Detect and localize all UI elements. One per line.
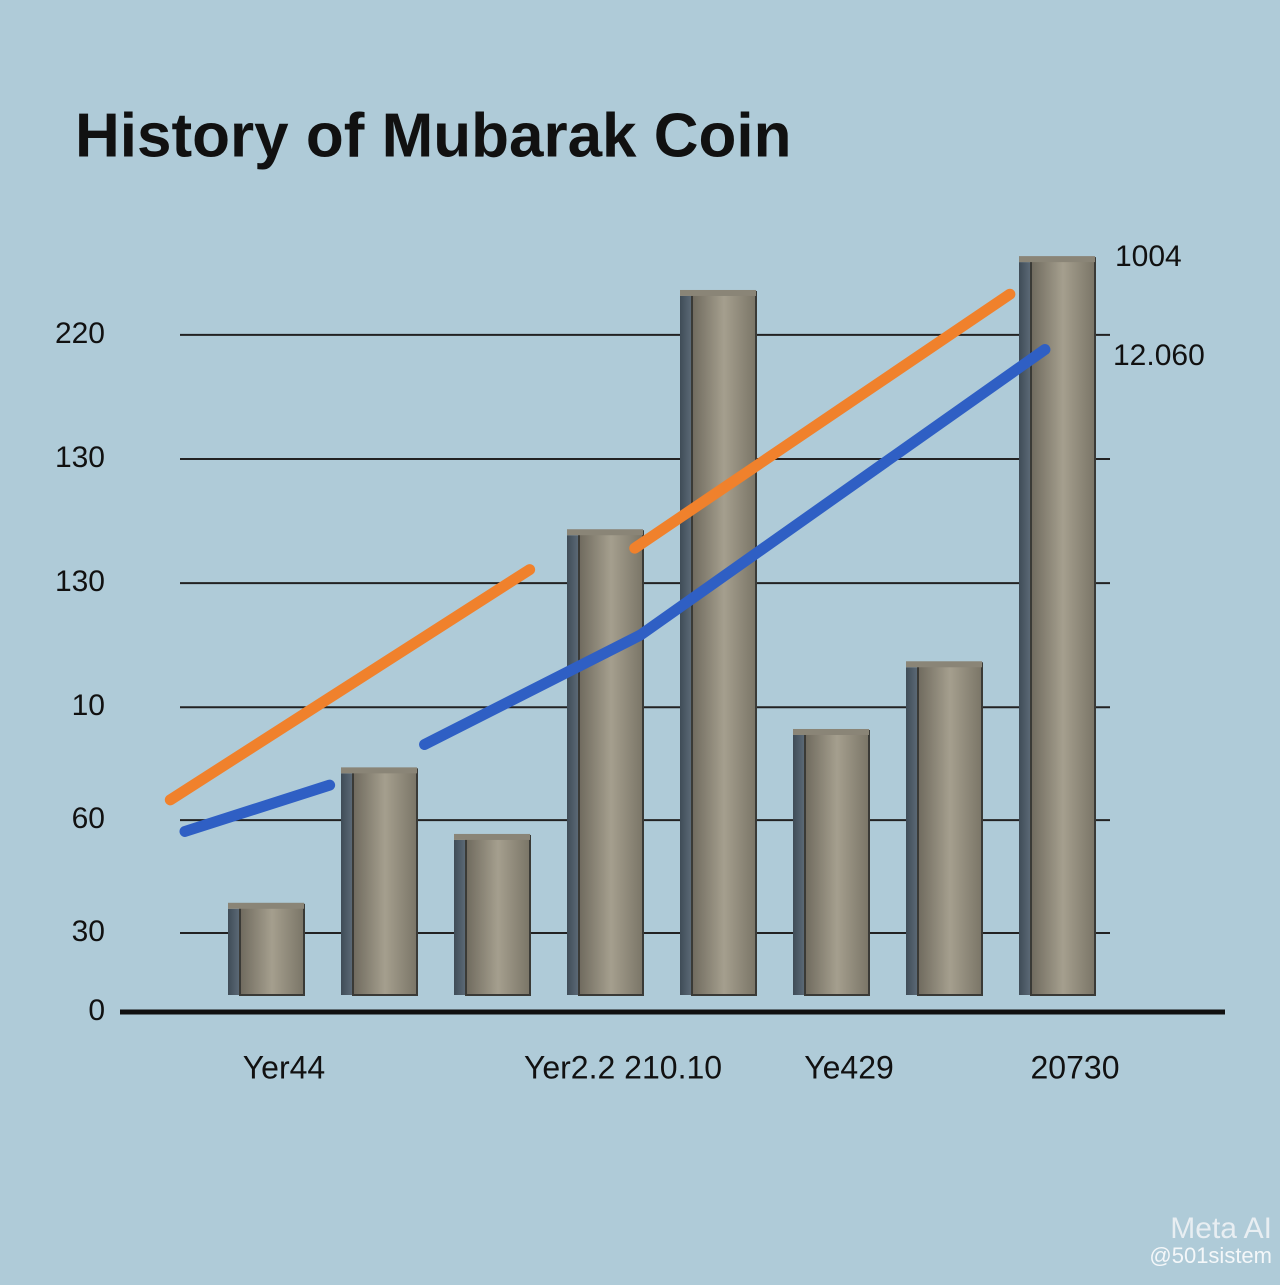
x-tick-label: Ye429 bbox=[804, 1049, 894, 1085]
bar-side bbox=[793, 734, 805, 995]
bar-group bbox=[906, 661, 983, 996]
bar-top bbox=[341, 767, 417, 774]
lines bbox=[164, 288, 1051, 837]
watermark: Meta AI bbox=[1170, 1212, 1272, 1245]
y-tick-label: 0 bbox=[88, 994, 105, 1027]
bar-group bbox=[567, 529, 644, 996]
credit: @501sistem bbox=[1149, 1243, 1272, 1268]
y-tick-label: 10 bbox=[72, 689, 105, 722]
y-tick-label: 130 bbox=[55, 565, 105, 598]
bar-top bbox=[454, 833, 530, 840]
bar bbox=[917, 662, 983, 996]
x-tick-label: 20730 bbox=[1031, 1049, 1120, 1085]
bar bbox=[691, 290, 757, 996]
bar-top bbox=[793, 728, 869, 735]
bar-top bbox=[567, 529, 643, 536]
bar bbox=[1030, 257, 1096, 997]
line bbox=[164, 288, 1016, 806]
bar-group bbox=[793, 728, 870, 996]
bar-side bbox=[906, 667, 918, 995]
bar-group bbox=[341, 767, 418, 996]
bar-side bbox=[341, 773, 353, 995]
bar-group bbox=[1019, 256, 1096, 997]
chart-title: History of Mubarak Coin bbox=[75, 101, 792, 170]
bars bbox=[228, 256, 1096, 997]
y-tick-label: 30 bbox=[72, 915, 105, 948]
bar-group bbox=[680, 289, 757, 996]
bar-side bbox=[1019, 262, 1031, 996]
bar-group bbox=[228, 902, 305, 996]
bar-group bbox=[454, 833, 531, 997]
y-tick-label: 220 bbox=[55, 317, 105, 350]
bar-side bbox=[454, 839, 466, 995]
bar bbox=[352, 768, 418, 996]
bar bbox=[578, 530, 644, 996]
y-tick-label: 130 bbox=[55, 441, 105, 474]
bar bbox=[239, 903, 305, 996]
annotation: 12.060 bbox=[1113, 339, 1205, 372]
x-tick-label: Yer44 bbox=[243, 1049, 325, 1085]
bar-side bbox=[680, 295, 692, 995]
bar bbox=[804, 729, 870, 996]
bar-side bbox=[228, 908, 240, 995]
y-tick-label: 60 bbox=[72, 802, 105, 835]
x-tick-label: Yer2.2 210.10 bbox=[524, 1049, 722, 1085]
bar-top bbox=[228, 902, 304, 909]
bar-top bbox=[1019, 256, 1095, 263]
line bbox=[179, 344, 1051, 837]
annotation: 1004 bbox=[1115, 240, 1182, 273]
bar-top bbox=[680, 289, 756, 296]
bar bbox=[465, 834, 531, 997]
bar-side bbox=[567, 535, 579, 995]
bar-top bbox=[906, 661, 982, 668]
